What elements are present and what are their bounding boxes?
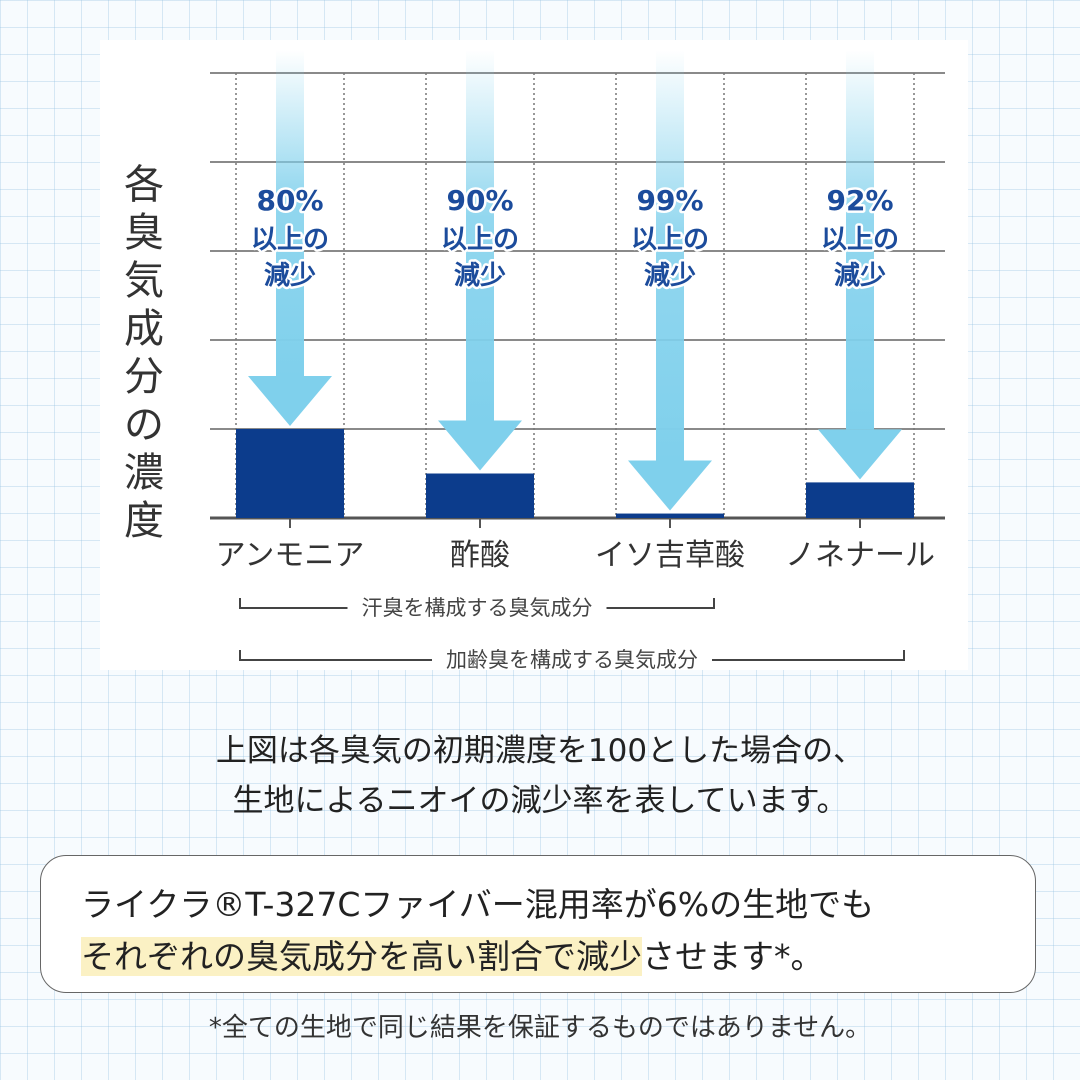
- y-axis-label-char: 分: [124, 354, 164, 400]
- note-rest: させます*。: [642, 937, 824, 976]
- annotation-percent-1: 80%: [256, 184, 323, 217]
- annotation-percent-2: 90%: [446, 184, 513, 217]
- annotation-line2-3: 減少: [644, 261, 696, 291]
- arrow-shaft-3: [656, 50, 684, 461]
- y-axis-label-char: 気: [124, 258, 164, 304]
- y-axis-label-char: の: [124, 402, 164, 448]
- annotation-line1-1: 以上の: [251, 225, 329, 255]
- caption-line-1: 上図は各臭気の初期濃度を100とした場合の、: [215, 733, 865, 769]
- y-axis-label-char: 臭: [124, 210, 164, 256]
- disclaimer: *全ての生地で同じ結果を保証するものではありません。: [208, 1013, 872, 1043]
- group-bracket-right: [712, 650, 905, 661]
- annotation-line2-1: 減少: [264, 261, 316, 291]
- annotation-percent-4: 92%: [826, 184, 893, 217]
- category-label-2: 酢酸: [450, 538, 510, 573]
- annotation-line1-3: 以上の: [631, 225, 709, 255]
- bar-2: [426, 473, 534, 518]
- note-highlight: それぞれの臭気成分を高い割合で減少: [81, 937, 642, 976]
- annotation-percent-3: 99%: [636, 184, 703, 217]
- chart-caption: 上図は各臭気の初期濃度を100とした場合の、 生地によるニオイの減少率を表してい…: [0, 726, 1080, 826]
- y-axis-label-char: 成: [124, 306, 164, 352]
- category-label-3: イソ吉草酸: [595, 538, 745, 573]
- y-axis-label-char: 度: [124, 498, 164, 544]
- annotation-line2-4: 減少: [834, 261, 886, 291]
- annotation-line1-4: 以上の: [821, 225, 899, 255]
- annotation-line1-2: 以上の: [441, 225, 519, 255]
- note-box: ライクラ®T-327Cファイバー混用率が6%の生地でも それぞれの臭気成分を高い…: [40, 855, 1036, 993]
- group-label-1: 汗臭を構成する臭気成分: [362, 596, 593, 620]
- note-line-1: ライクラ®T-327Cファイバー混用率が6%の生地でも: [81, 885, 875, 924]
- bar-1: [236, 429, 344, 518]
- arrow-shaft-1: [276, 50, 304, 376]
- arrow-shaft-4: [846, 50, 874, 430]
- group-label-2: 加齢臭を構成する臭気成分: [446, 648, 698, 670]
- group-bracket-left: [239, 598, 348, 609]
- arrow-head-2: [438, 420, 522, 471]
- arrow-head-3: [628, 460, 712, 511]
- bar-4: [806, 482, 914, 518]
- chart-panel: 80% 以上の減少 90% 以上の減少 99% 以上の減少 92% 以上の減少 各臭気成分の濃…: [100, 40, 968, 670]
- category-label-4: ノネナール: [785, 538, 935, 573]
- y-axis-label-char: 各: [124, 162, 164, 208]
- y-axis-label-char: 濃: [124, 450, 164, 496]
- bar-3: [616, 513, 724, 518]
- caption-line-2: 生地によるニオイの減少率を表しています。: [232, 783, 848, 819]
- note-line-2: それぞれの臭気成分を高い割合で減少させます*。: [81, 930, 824, 978]
- group-bracket-left: [239, 650, 432, 661]
- arrow-shaft-2: [466, 50, 494, 421]
- category-label-1: アンモニア: [216, 538, 365, 573]
- arrow-head-1: [248, 376, 332, 426]
- annotation-line2-2: 減少: [454, 261, 506, 291]
- group-bracket-right: [606, 598, 715, 609]
- arrow-head-4: [818, 429, 902, 480]
